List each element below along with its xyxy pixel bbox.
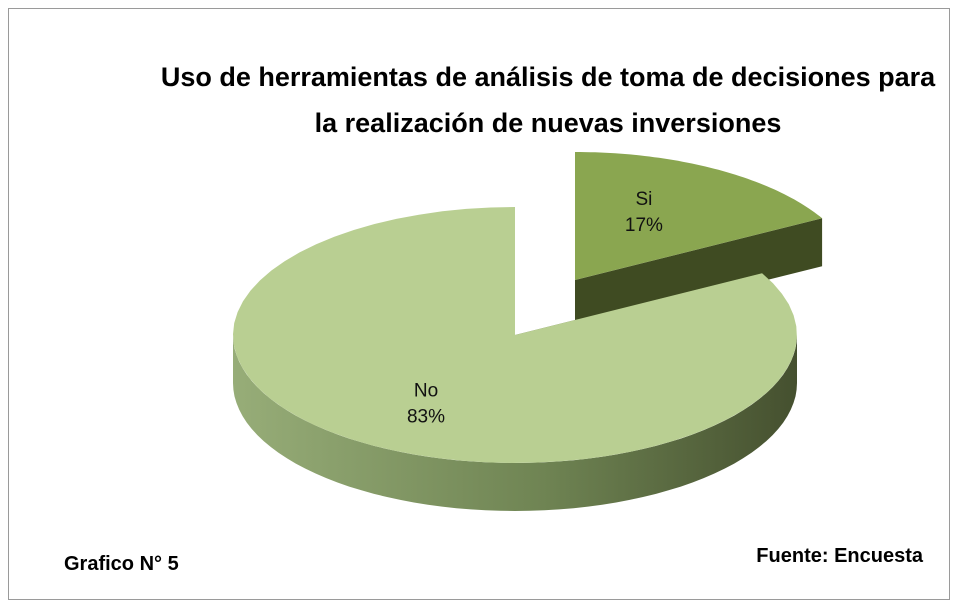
slice-face [575, 218, 823, 328]
source: Fuente: Encuesta [756, 545, 923, 567]
pie-slice [575, 152, 823, 280]
slice-wall [233, 335, 797, 511]
chart-frame [8, 8, 950, 600]
data-label-category: No [414, 380, 438, 401]
data-label: 83% [407, 406, 445, 427]
data-label-category: Si [635, 189, 652, 210]
data-label: 17% [625, 215, 663, 236]
pie-slice [233, 207, 797, 463]
chart-title: Uso de herramientas de análisis de toma … [160, 62, 936, 138]
footnote: Grafico N° 5 [64, 553, 179, 575]
